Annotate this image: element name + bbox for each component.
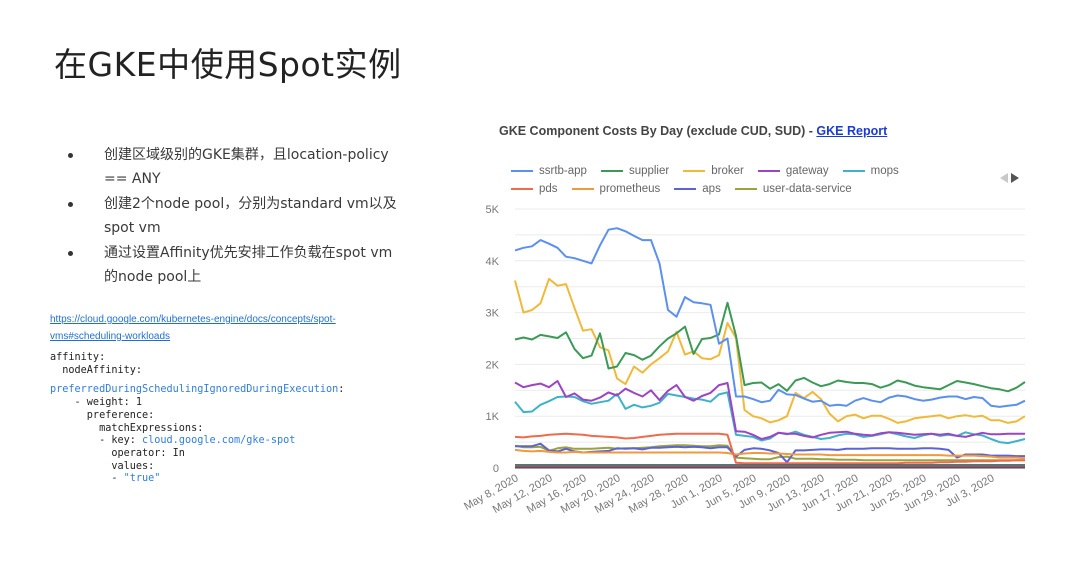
bullet-icon [68, 153, 73, 158]
bullet-item: 创建2个node pool，分别为standard vm以及spot vm [64, 192, 404, 240]
bullet-item: 通过设置Affinity优先安排工作负载在spot vm的node pool上 [64, 241, 404, 289]
series-line-supplier[interactable] [514, 301, 1026, 393]
series-line-user-data-service[interactable] [514, 444, 1025, 462]
legend-pager [1000, 173, 1019, 183]
series-line-mops[interactable] [514, 391, 1026, 445]
legend-swatch-icon [842, 170, 865, 172]
legend-row: ssrtb-app supplier broker gateway mops [511, 162, 913, 180]
chart-legend: ssrtb-app supplier broker gateway mops pds pr… [511, 162, 913, 198]
legend-label: aps [702, 183, 721, 195]
legend-swatch-icon [511, 170, 533, 172]
y-tick-label: 1K [486, 411, 500, 423]
slide-title: 在GKE中使用Spot实例 [54, 45, 402, 84]
legend-item-prometheus[interactable]: prometheus [571, 183, 661, 195]
series-line-gateway[interactable] [514, 380, 1025, 440]
y-tick-label: 5K [486, 204, 500, 216]
legend-item-user-data-service[interactable]: user-data-service [734, 183, 852, 195]
gke-report-link[interactable]: GKE Report [816, 124, 888, 138]
y-tick-label: 3K [486, 308, 500, 320]
series-line-prometheus[interactable] [514, 448, 1026, 460]
legend-row: pds prometheus aps user-data-service [511, 180, 913, 198]
series-line-pds[interactable] [514, 432, 1025, 465]
legend-label: pds [539, 183, 558, 195]
legend-swatch-icon [511, 188, 533, 190]
legend-item-mops[interactable]: mops [842, 165, 899, 177]
bullet-icon [68, 202, 73, 207]
series-line-ssrtb-app[interactable] [514, 227, 1026, 408]
legend-swatch-icon [683, 170, 706, 172]
legend-label: broker [711, 165, 744, 177]
legend-label: user-data-service [762, 183, 852, 195]
legend-label: gateway [785, 165, 829, 177]
legend-label: supplier [628, 165, 670, 177]
legend-label: prometheus [599, 183, 661, 195]
legend-item-pds[interactable]: pds [511, 183, 558, 195]
y-tick-label: 4K [486, 256, 500, 268]
next-page-icon[interactable] [1011, 173, 1019, 183]
y-tick-label: 0 [493, 463, 499, 475]
previous-page-icon[interactable] [1000, 173, 1008, 183]
chart-title: GKE Component Costs By Day (exclude CUD,… [499, 124, 888, 138]
legend-swatch-icon [734, 188, 757, 190]
legend-item-supplier[interactable]: supplier [600, 165, 670, 177]
legend-item-aps[interactable]: aps [674, 183, 721, 195]
legend-label: mops [870, 165, 899, 177]
legend-swatch-icon [674, 188, 697, 190]
legend-swatch-icon [757, 170, 780, 172]
bullet-list: 创建区域级别的GKE集群，且location-policy == ANY 创建2… [64, 143, 404, 290]
legend-label: ssrtb-app [539, 165, 587, 177]
legend-swatch-icon [600, 170, 623, 172]
series-line-broker[interactable] [514, 277, 1026, 424]
legend-item-ssrtb-app[interactable]: ssrtb-app [511, 165, 587, 177]
legend-swatch-icon [571, 188, 594, 190]
bullet-item: 创建区域级别的GKE集群，且location-policy == ANY [64, 143, 404, 191]
affinity-code-block: affinity: nodeAffinity: preferredDuringS… [50, 352, 345, 485]
legend-item-gateway[interactable]: gateway [757, 165, 829, 177]
y-tick-label: 2K [486, 359, 500, 371]
series-line-aps[interactable] [515, 442, 1025, 464]
legend-item-broker[interactable]: broker [683, 165, 744, 177]
bullet-icon [68, 251, 73, 256]
docs-link[interactable]: https://cloud.google.com/kubernetes-engi… [50, 314, 336, 342]
